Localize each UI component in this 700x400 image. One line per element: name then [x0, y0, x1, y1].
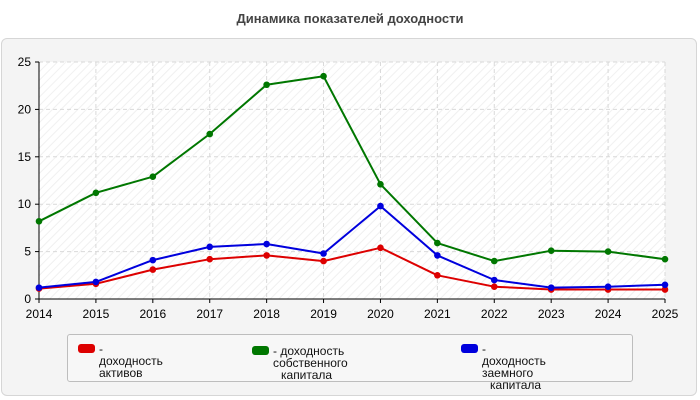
series-1-point-7: [434, 239, 441, 247]
x-tick-label-8: 2022: [481, 307, 508, 321]
series-2-point-5: [320, 250, 327, 257]
x-tick-label-0: 2014: [26, 307, 53, 321]
x-tick-labels: 2014 2015 2016 2017 2018 2019 2020 2021 2022 2023…: [26, 307, 679, 321]
x-tick-label-11: 2025: [652, 307, 679, 321]
legend-label-debt: - доходность заемного капитала: [482, 342, 546, 392]
x-tick-label-7: 2021: [424, 307, 451, 321]
axes: [35, 61, 666, 303]
series-line-1: [38, 75, 666, 263]
series-1-point-1: [92, 189, 100, 197]
y-tick-label-1: 5: [24, 245, 31, 259]
y-tick-labels: 0 5 10 15 20 25: [18, 55, 32, 306]
y-tick-label-3: 15: [18, 150, 32, 164]
legend-swatch-equity: [252, 346, 269, 355]
y-tick-label-5: 25: [18, 55, 32, 69]
series-2-point-6: [377, 202, 384, 210]
legend-swatch-assets: [78, 344, 95, 353]
series-0-point-11: [661, 286, 669, 293]
series-1-point-2: [149, 173, 157, 181]
series-0-point-4: [263, 252, 270, 259]
series-1-point-9: [547, 247, 555, 254]
series-0-point-7: [434, 272, 441, 279]
series-1-point-5: [320, 72, 327, 80]
series-1-point-6: [377, 180, 384, 188]
chart-title: Динамика показателей доходности: [236, 11, 464, 26]
series-line-0: [38, 246, 665, 291]
series-1-point-10: [604, 248, 612, 255]
series-1-point-8: [490, 257, 498, 265]
x-tick-label-10: 2024: [595, 307, 622, 321]
legend-swatch-debt: [461, 344, 478, 353]
legend: - доходность активов - доходность собств…: [67, 334, 633, 391]
x-tick-label-1: 2015: [83, 307, 110, 321]
series-2-point-11: [661, 281, 669, 289]
series-2-point-1: [92, 278, 100, 286]
x-tick-label-6: 2020: [367, 307, 394, 321]
series-1-point-3: [206, 130, 214, 138]
series-1-point-0: [35, 217, 43, 225]
series-0-point-2: [149, 266, 157, 273]
series-0-point-5: [320, 257, 327, 265]
series-group: [35, 72, 669, 293]
x-tick-label-2: 2016: [139, 307, 166, 321]
series-2-point-10: [604, 283, 612, 290]
series-2-point-4: [263, 240, 270, 248]
legend-label-equity: - доходность собственного капитала: [273, 344, 348, 382]
series-2-point-7: [434, 252, 441, 259]
series-2-point-2: [149, 256, 157, 264]
series-0-point-6: [377, 244, 384, 252]
x-tick-label-3: 2017: [196, 307, 223, 321]
series-2-point-3: [206, 243, 214, 251]
plot-area: [39, 62, 665, 299]
y-tick-label-2: 10: [18, 197, 32, 211]
y-tick-label-0: 0: [24, 292, 31, 306]
series-1-point-4: [263, 81, 270, 89]
legend-label-assets: - доходность активов: [99, 342, 163, 380]
x-tick-label-4: 2018: [253, 307, 280, 321]
x-tick-label-9: 2023: [538, 307, 565, 321]
series-2-point-8: [490, 276, 498, 284]
series-0-point-3: [206, 255, 214, 263]
y-tick-label-4: 20: [18, 102, 32, 116]
series-0-point-8: [490, 283, 498, 290]
series-2-point-0: [35, 284, 43, 291]
series-1-point-11: [661, 255, 669, 263]
x-tick-label-5: 2019: [310, 307, 337, 321]
series-2-point-9: [547, 284, 555, 291]
series-line-2: [38, 205, 666, 289]
